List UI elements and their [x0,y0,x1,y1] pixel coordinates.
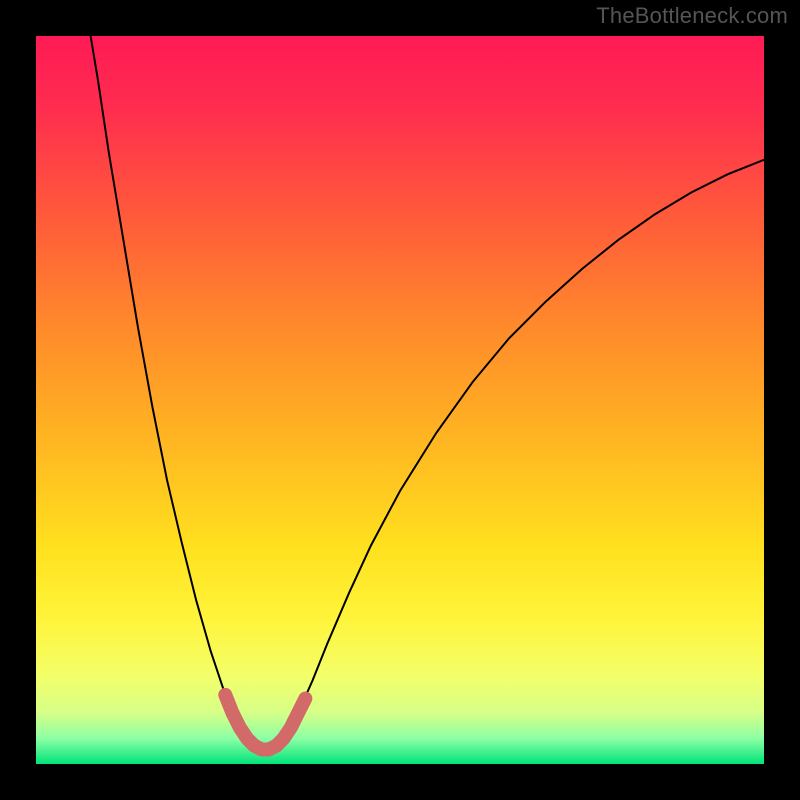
bottleneck-chart [0,0,800,800]
